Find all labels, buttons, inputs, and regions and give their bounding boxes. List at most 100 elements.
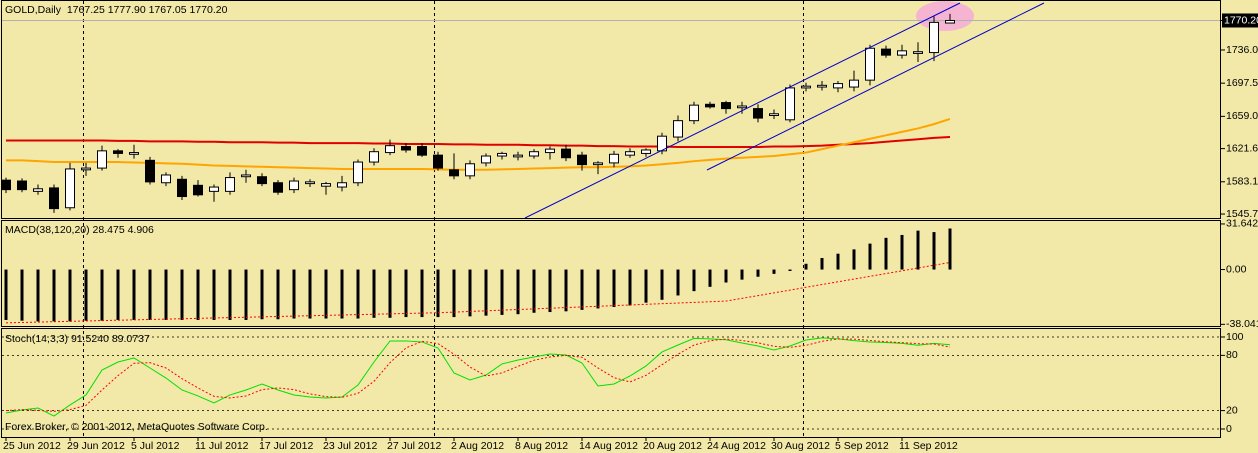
footer: Forex Broker, © 2001-2012, MetaQuotes So… bbox=[5, 421, 268, 433]
trend-channel bbox=[524, 2, 1045, 218]
candle-body bbox=[97, 150, 107, 169]
candle-body bbox=[65, 168, 75, 209]
candle-body bbox=[401, 146, 411, 151]
candle-body bbox=[481, 155, 491, 164]
candle-body bbox=[881, 48, 891, 56]
x-tick-label: 24 Aug 2012 bbox=[707, 440, 766, 452]
y-tick-label: 80 bbox=[1226, 349, 1238, 361]
series-line bbox=[6, 117, 951, 171]
y-tick-label: 1736.00 bbox=[1226, 44, 1258, 56]
candle-body bbox=[737, 105, 747, 109]
y-tick-label: 1770.20 bbox=[1224, 14, 1258, 26]
candle-body bbox=[449, 169, 459, 177]
candle-body bbox=[561, 148, 571, 159]
period-separators bbox=[83, 1, 804, 437]
stoch-panel-frame bbox=[1, 328, 1221, 438]
candle-body bbox=[417, 146, 427, 156]
candle-body bbox=[145, 159, 155, 183]
trend-line bbox=[524, 2, 961, 218]
x-tick-label: 27 Jul 2012 bbox=[387, 440, 441, 452]
y-tick-label: 1621.60 bbox=[1226, 142, 1258, 154]
candle-body bbox=[273, 182, 283, 193]
macd-panel-frame bbox=[1, 220, 1221, 327]
candle-body bbox=[609, 153, 619, 164]
candle-body bbox=[497, 152, 507, 157]
trend-line bbox=[706, 2, 1045, 171]
candle-body bbox=[49, 187, 59, 210]
x-tick-label: 17 Jul 2012 bbox=[259, 440, 313, 452]
candle-body bbox=[433, 154, 443, 169]
x-tick-label: 25 Jun 2012 bbox=[3, 440, 61, 452]
x-tick-label: 23 Jul 2012 bbox=[323, 440, 377, 452]
candle-body bbox=[225, 177, 235, 192]
x-tick-label: 20 Aug 2012 bbox=[643, 440, 702, 452]
x-tick-label: 30 Aug 2012 bbox=[771, 440, 830, 452]
candle-body bbox=[689, 104, 699, 122]
candle-body bbox=[289, 180, 299, 191]
candle-body bbox=[625, 151, 635, 156]
candle-body bbox=[129, 152, 139, 155]
candle-body bbox=[721, 102, 731, 110]
candle-body bbox=[209, 186, 219, 192]
candle-body bbox=[257, 176, 267, 185]
candle-body bbox=[545, 148, 555, 154]
candle-body bbox=[385, 145, 395, 154]
candle-body bbox=[705, 103, 715, 108]
candle-body bbox=[513, 154, 523, 158]
candle-body bbox=[801, 85, 811, 89]
y-tick-label: 0.00 bbox=[1226, 263, 1247, 275]
candle-body bbox=[641, 149, 651, 154]
y-tick-label: 100 bbox=[1226, 331, 1244, 343]
x-tick-label: 2 Aug 2012 bbox=[451, 440, 504, 452]
price-panel-frame bbox=[1, 0, 1221, 219]
x-tick-label: 11 Jul 2012 bbox=[195, 440, 249, 452]
candle-body bbox=[865, 47, 875, 81]
stoch-title: Stoch(14,3,3) 91.5240 89.0737 bbox=[5, 333, 150, 345]
x-tick-label: 14 Aug 2012 bbox=[579, 440, 638, 452]
candle-body bbox=[785, 87, 795, 121]
highlight bbox=[916, 1, 974, 31]
candle-body bbox=[673, 120, 683, 138]
price-title: GOLD,Daily 1767.25 1777.90 1767.05 1770.… bbox=[5, 4, 228, 16]
candle-body bbox=[753, 108, 763, 119]
y-tick-label: 1545.70 bbox=[1226, 208, 1258, 220]
y-tick-label: 0 bbox=[1226, 423, 1232, 435]
candle-body bbox=[81, 167, 91, 171]
series-line bbox=[5, 337, 951, 417]
candle-body bbox=[833, 83, 843, 89]
y-tick-label: 1659.00 bbox=[1226, 110, 1258, 122]
x-tick-label: 29 Jun 2012 bbox=[67, 440, 125, 452]
candle-body bbox=[177, 178, 187, 198]
y-tick-label: 1583.10 bbox=[1226, 176, 1258, 188]
series-line bbox=[5, 338, 951, 412]
candle-body bbox=[337, 182, 347, 188]
candle-body bbox=[305, 181, 315, 185]
x-tick-label: 5 Jul 2012 bbox=[131, 440, 180, 452]
x-tick-label: 8 Aug 2012 bbox=[515, 440, 568, 452]
candle-body bbox=[577, 154, 587, 166]
candle-body bbox=[113, 150, 123, 154]
series-line bbox=[5, 261, 951, 324]
x-tick-label: 5 Sep 2012 bbox=[835, 440, 889, 452]
y-tick-label: 31.642 bbox=[1226, 218, 1258, 230]
plot-layer: 1770.20 1736.00 1697.50 1659.00 1621.60 1583.… bbox=[1, 13, 1258, 452]
candle-body bbox=[897, 50, 907, 56]
candle-body bbox=[353, 161, 363, 184]
candle-body bbox=[945, 19, 955, 24]
candle-body bbox=[33, 188, 43, 192]
y-tick-label: 1697.50 bbox=[1226, 77, 1258, 89]
candle-body bbox=[929, 21, 939, 54]
candle-body bbox=[529, 151, 539, 157]
candle-body bbox=[769, 113, 779, 116]
candle-body bbox=[913, 51, 923, 54]
candle-body bbox=[593, 162, 603, 166]
candle-body bbox=[193, 184, 203, 196]
series-line bbox=[6, 136, 951, 148]
candle-body bbox=[369, 151, 379, 163]
current-price-box bbox=[1222, 13, 1258, 28]
candle-body bbox=[241, 174, 251, 178]
candle-body bbox=[161, 174, 171, 184]
macd-title: MACD(38,120,20) 28.475 4.906 bbox=[5, 224, 154, 236]
